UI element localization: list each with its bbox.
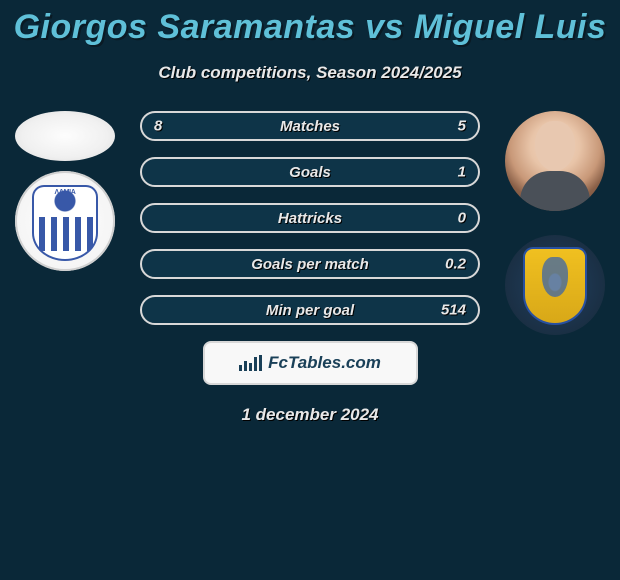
stats-list: 8 Matches 5 Goals 1 Hattricks 0 Goals pe…	[140, 111, 480, 325]
stat-right-value: 1	[458, 164, 466, 181]
player-photo-left	[15, 111, 115, 161]
page-title: Giorgos Saramantas vs Miguel Luis	[0, 0, 620, 47]
stat-row-matches: 8 Matches 5	[140, 111, 480, 141]
stat-row-hattricks: Hattricks 0	[140, 203, 480, 233]
club-crest-right	[505, 235, 605, 335]
brand-badge[interactable]: FcTables.com	[203, 341, 418, 385]
date-label: 1 december 2024	[0, 405, 620, 425]
stat-label: Matches	[280, 118, 340, 135]
bar-chart-icon	[239, 355, 262, 371]
player-photo-right	[505, 111, 605, 211]
stat-label: Hattricks	[278, 210, 342, 227]
left-player-column	[10, 111, 120, 271]
stat-left-value: 8	[154, 118, 162, 135]
stat-row-min-per-goal: Min per goal 514	[140, 295, 480, 325]
club-crest-left	[15, 171, 115, 271]
brand-text: FcTables.com	[268, 353, 381, 373]
stat-row-goals-per-match: Goals per match 0.2	[140, 249, 480, 279]
stat-row-goals: Goals 1	[140, 157, 480, 187]
right-player-column	[500, 111, 610, 335]
stat-right-value: 0.2	[445, 256, 466, 273]
comparison-content: 8 Matches 5 Goals 1 Hattricks 0 Goals pe…	[0, 111, 620, 425]
stat-right-value: 5	[458, 118, 466, 135]
stat-right-value: 514	[441, 302, 466, 319]
stat-label: Goals	[289, 164, 331, 181]
subtitle: Club competitions, Season 2024/2025	[0, 63, 620, 83]
stat-label: Min per goal	[266, 302, 354, 319]
stat-label: Goals per match	[251, 256, 369, 273]
stat-right-value: 0	[458, 210, 466, 227]
